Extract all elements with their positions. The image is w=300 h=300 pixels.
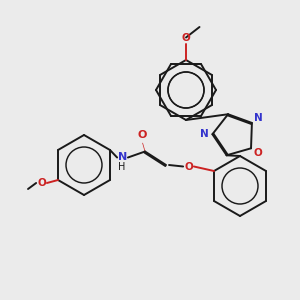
Text: N: N: [254, 113, 263, 123]
Text: O: O: [253, 148, 262, 158]
Text: O: O: [182, 33, 190, 43]
Text: O: O: [184, 161, 193, 172]
Text: O: O: [37, 178, 46, 188]
Text: N: N: [118, 152, 127, 163]
Text: N: N: [200, 129, 208, 139]
Text: H: H: [118, 162, 126, 172]
Text: O: O: [138, 130, 147, 140]
